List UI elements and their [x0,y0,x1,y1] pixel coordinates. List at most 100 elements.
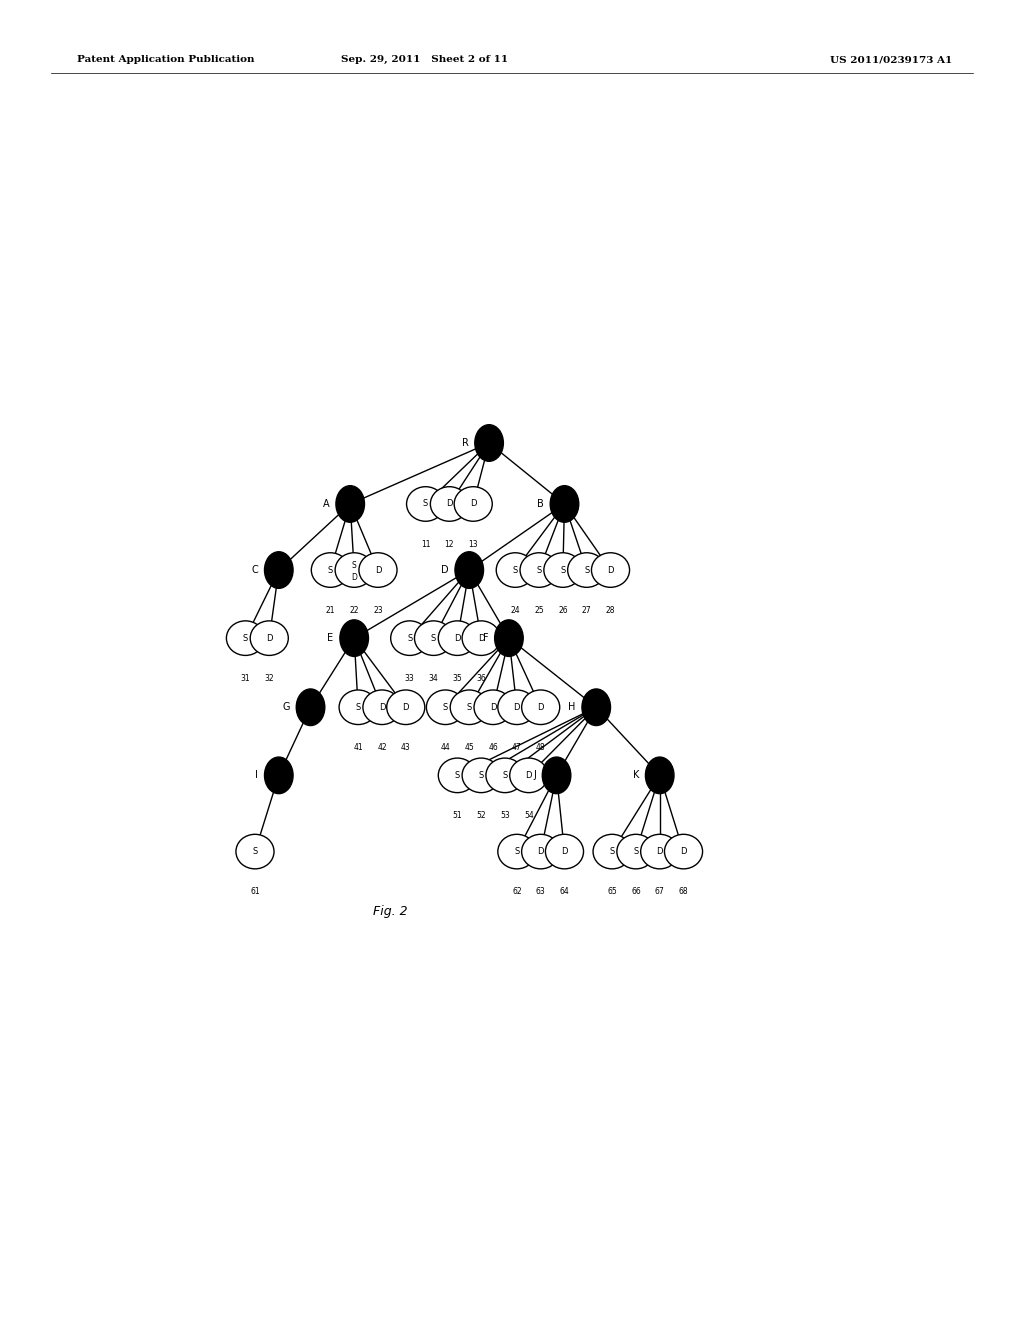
Ellipse shape [236,834,274,869]
Text: Sep. 29, 2011   Sheet 2 of 11: Sep. 29, 2011 Sheet 2 of 11 [341,55,509,65]
Text: S: S [514,847,519,857]
Text: D: D [351,573,357,582]
Text: 44: 44 [440,743,451,752]
Text: 48: 48 [536,743,546,752]
Ellipse shape [616,834,655,869]
Text: D: D [266,634,272,643]
Text: A: A [323,499,330,510]
Text: D: D [525,771,532,780]
Text: 63: 63 [536,887,546,896]
Text: D: D [538,847,544,857]
Text: 51: 51 [453,810,462,820]
Ellipse shape [335,553,373,587]
Text: F: F [482,634,488,643]
Text: D: D [680,847,687,857]
Ellipse shape [311,553,349,587]
Text: 34: 34 [429,673,438,682]
Text: D: D [489,702,497,711]
Text: D: D [478,634,484,643]
Text: D: D [514,702,520,711]
Text: 22: 22 [349,606,359,615]
Text: D: D [446,499,453,508]
Text: 67: 67 [654,887,665,896]
Text: 21: 21 [326,606,335,615]
Text: D: D [607,565,613,574]
Text: D: D [538,702,544,711]
Text: 53: 53 [500,810,510,820]
Text: G: G [283,702,290,713]
Text: 54: 54 [524,810,534,820]
Text: S: S [478,771,483,780]
Text: D: D [656,847,663,857]
Ellipse shape [430,487,468,521]
Ellipse shape [426,690,465,725]
Text: 65: 65 [607,887,617,896]
Circle shape [645,758,674,793]
Circle shape [336,486,365,523]
Ellipse shape [391,620,429,656]
Circle shape [455,552,483,589]
Ellipse shape [462,620,500,656]
Text: D: D [454,634,461,643]
Text: 35: 35 [453,673,462,682]
Ellipse shape [497,553,535,587]
Text: S: S [352,561,356,570]
Circle shape [582,689,610,726]
Text: S: S [252,847,258,857]
Text: S: S [537,565,542,574]
Text: 24: 24 [511,606,520,615]
Text: 66: 66 [631,887,641,896]
Ellipse shape [546,834,584,869]
Ellipse shape [474,690,512,725]
Text: B: B [538,499,544,510]
Text: 31: 31 [241,673,250,682]
Text: Patent Application Publication: Patent Application Publication [77,55,254,65]
Circle shape [264,758,293,793]
Text: H: H [568,702,575,713]
Text: D: D [441,565,449,576]
Text: 26: 26 [558,606,567,615]
Circle shape [475,425,504,461]
Ellipse shape [521,834,560,869]
Text: S: S [431,634,436,643]
Text: 64: 64 [559,887,569,896]
Ellipse shape [520,553,558,587]
Ellipse shape [387,690,425,725]
Text: J: J [534,771,536,780]
Text: K: K [633,771,639,780]
Ellipse shape [438,620,476,656]
Ellipse shape [521,690,560,725]
Text: 12: 12 [444,540,455,549]
Ellipse shape [226,620,264,656]
Ellipse shape [250,620,289,656]
Text: 68: 68 [679,887,688,896]
Ellipse shape [462,758,500,792]
Circle shape [296,689,325,726]
Ellipse shape [339,690,377,725]
Text: 61: 61 [250,887,260,896]
Text: S: S [560,565,565,574]
Text: 41: 41 [353,743,362,752]
Text: S: S [609,847,614,857]
Text: D: D [375,565,381,574]
Text: S: S [584,565,590,574]
Ellipse shape [498,690,536,725]
Ellipse shape [592,553,630,587]
Text: 45: 45 [464,743,474,752]
Text: S: S [633,847,639,857]
Text: 42: 42 [377,743,387,752]
Ellipse shape [498,834,536,869]
Circle shape [550,486,579,523]
Text: S: S [503,771,508,780]
Ellipse shape [415,620,453,656]
Text: E: E [328,634,334,643]
Ellipse shape [359,553,397,587]
Ellipse shape [438,758,476,792]
Text: R: R [462,438,468,447]
Text: D: D [402,702,409,711]
Text: 13: 13 [468,540,478,549]
Text: 43: 43 [400,743,411,752]
Text: 32: 32 [264,673,274,682]
Text: 46: 46 [488,743,498,752]
Text: Fig. 2: Fig. 2 [373,906,408,919]
